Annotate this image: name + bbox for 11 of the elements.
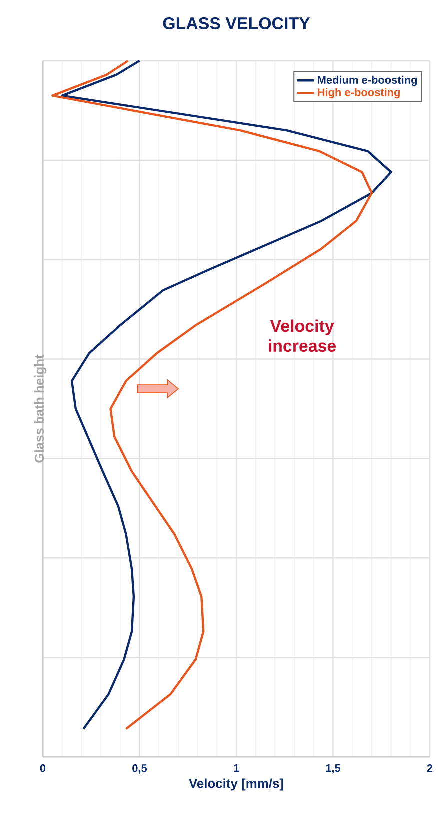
legend-label: High e-boosting — [318, 88, 400, 99]
chart-title: GLASS VELOCITY — [163, 18, 310, 30]
annotation: Velocity increase — [269, 320, 336, 352]
x-axis-title: Velocity [mm/s] — [189, 778, 284, 791]
x-tick-label: 1 — [234, 764, 240, 772]
x-tick-label: 0 — [40, 764, 46, 772]
y-axis-title: Glass bath height — [34, 354, 47, 463]
x-tick-label: 2 — [427, 764, 433, 772]
x-tick-label: 1,5 — [326, 764, 341, 774]
legend-label: Medium e-boosting — [318, 76, 418, 86]
x-tick-label: 0,5 — [132, 764, 148, 774]
